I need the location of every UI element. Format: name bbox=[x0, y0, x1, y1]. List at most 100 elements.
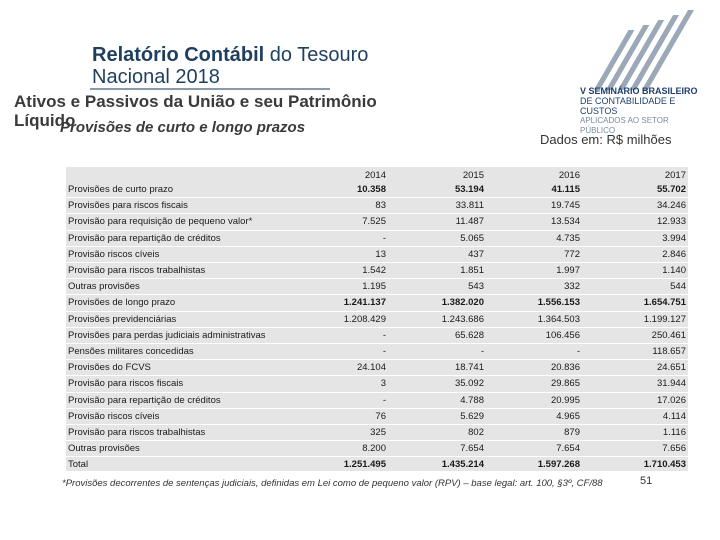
row-label: Provisões para perdas judiciais administ… bbox=[68, 329, 266, 341]
year-header: 2014 bbox=[364, 170, 386, 181]
logo-line3: APLICADOS AO SETOR PÚBLICO bbox=[580, 116, 669, 135]
table-row: Pensões militares concedidas - - - 118.657 bbox=[66, 343, 688, 359]
row-label: Provisão para repartição de créditos bbox=[68, 232, 221, 244]
table-row: Provisões previdenciárias 1.208.429 1.243.… bbox=[66, 311, 688, 327]
row-value: 4.788 bbox=[460, 394, 484, 406]
page-title-rest: do Tesouro bbox=[264, 44, 369, 66]
page-title: Relatório Contábil do Tesouro Nacional 2… bbox=[92, 44, 452, 88]
table-row: Provisão para riscos trabalhistas 1.542 1.… bbox=[66, 262, 688, 278]
row-separator bbox=[66, 245, 688, 247]
row-separator bbox=[66, 407, 688, 409]
table-row: Provisão para repartição de créditos - 5.0… bbox=[66, 230, 688, 246]
row-value: 332 bbox=[564, 281, 580, 293]
row-label: Provisão para riscos trabalhistas bbox=[68, 265, 206, 276]
row-value: 1.556.153 bbox=[537, 297, 580, 309]
table-row: Provisão para riscos trabalhistas 325 802 8… bbox=[66, 424, 688, 440]
row-label: Provisão para riscos fiscais bbox=[68, 378, 184, 390]
table-row: Outras provisões 1.195 543 332 544 bbox=[66, 278, 688, 294]
row-value: 18.741 bbox=[454, 362, 484, 374]
row-value: 7.654 bbox=[556, 443, 580, 455]
row-separator bbox=[66, 343, 688, 344]
row-value: - bbox=[382, 232, 386, 244]
row-value: 118.657 bbox=[652, 346, 686, 357]
row-value: 10.358 bbox=[356, 184, 386, 195]
row-value: 53.194 bbox=[454, 184, 484, 195]
table-row: Provisões de longo prazo 1.241.137 1.382.0… bbox=[66, 294, 688, 310]
year-header: 2015 bbox=[462, 170, 484, 181]
row-separator bbox=[66, 424, 688, 425]
row-value: 7.656 bbox=[662, 443, 686, 455]
row-value: 1.140 bbox=[662, 265, 686, 276]
page-number: 51 bbox=[640, 475, 653, 487]
row-value: 1.241.137 bbox=[343, 297, 386, 309]
row-value: 19.745 bbox=[550, 200, 580, 212]
row-value: 1.542 bbox=[362, 265, 386, 276]
table-row: Outras provisões 8.200 7.654 7.654 7.656 bbox=[66, 440, 688, 456]
row-value: 106.456 bbox=[545, 329, 580, 341]
row-value: 8.200 bbox=[362, 443, 386, 455]
row-separator bbox=[66, 213, 688, 215]
row-value: 4.114 bbox=[662, 410, 686, 422]
table-row: Provisão para requisição de pequeno valo… bbox=[66, 213, 688, 229]
table-row: Provisão riscos cíveis 13 437 772 2.846 bbox=[66, 246, 688, 262]
row-value: 13.534 bbox=[550, 216, 580, 228]
row-value: 3.994 bbox=[662, 232, 686, 244]
row-value: 33.811 bbox=[455, 200, 484, 212]
table-header-row: 2014 2015 2016 2017 bbox=[66, 167, 688, 183]
row-value: 20.995 bbox=[550, 394, 580, 406]
row-value: 1.997 bbox=[556, 265, 580, 276]
year-header: 2016 bbox=[558, 170, 580, 181]
row-value: - bbox=[382, 329, 386, 341]
row-separator bbox=[66, 456, 688, 458]
row-value: 35.092 bbox=[454, 378, 484, 390]
row-separator bbox=[66, 294, 688, 296]
row-value: 13 bbox=[375, 248, 386, 260]
table-row: Provisões do FCVS 24.104 18.741 20.836 24.65… bbox=[66, 359, 688, 375]
row-value: 12.933 bbox=[656, 216, 686, 228]
row-separator bbox=[66, 229, 688, 231]
row-value: 1.243.686 bbox=[441, 313, 484, 325]
row-separator bbox=[66, 375, 688, 377]
row-value: 24.651 bbox=[656, 362, 686, 374]
row-value: 5.065 bbox=[460, 232, 484, 244]
row-value: 34.246 bbox=[656, 200, 686, 212]
logo-text: V SEMINÁRIO BRASILEIRO DE CONTABILIDADE … bbox=[580, 86, 705, 136]
row-value: 1.710.453 bbox=[643, 459, 686, 471]
row-value: 83 bbox=[375, 200, 386, 212]
row-separator bbox=[66, 278, 688, 280]
row-value: - bbox=[576, 346, 580, 357]
table-row: Total 1.251.495 1.435.214 1.597.268 1.710.45… bbox=[66, 456, 688, 472]
logo-line1: V SEMINÁRIO BRASILEIRO bbox=[580, 86, 698, 96]
row-label: Provisões para riscos fiscais bbox=[68, 200, 188, 212]
row-value: 24.104 bbox=[356, 362, 386, 374]
row-value: 1.382.020 bbox=[441, 297, 484, 309]
row-label: Provisões do FCVS bbox=[68, 362, 151, 374]
subtitle-line2: Líquido bbox=[14, 111, 76, 130]
row-label: Provisões previdenciárias bbox=[68, 313, 177, 325]
row-value: 1.597.268 bbox=[537, 459, 580, 471]
row-value: 76 bbox=[375, 410, 386, 422]
row-label: Provisão para repartição de créditos bbox=[68, 394, 221, 406]
provisions-table: 2014 2015 2016 2017 Provisões de curto p… bbox=[66, 167, 688, 471]
row-value: 1.435.214 bbox=[441, 459, 484, 471]
row-value: 4.965 bbox=[556, 410, 580, 422]
row-value: 7.654 bbox=[460, 443, 484, 455]
row-value: 543 bbox=[468, 281, 484, 293]
row-value: 2.846 bbox=[662, 248, 686, 260]
row-value: 1.208.429 bbox=[343, 313, 386, 325]
row-separator bbox=[66, 310, 688, 312]
table-row: Provisão para riscos fiscais 3 35.092 29.86… bbox=[66, 375, 688, 391]
row-value: - bbox=[382, 394, 386, 406]
row-separator bbox=[66, 391, 688, 393]
row-value: 1.251.495 bbox=[343, 459, 386, 471]
row-separator bbox=[66, 262, 688, 263]
row-value: 1.199.127 bbox=[643, 313, 686, 325]
row-value: 1.654.751 bbox=[643, 297, 686, 309]
row-value: 7.525 bbox=[362, 216, 386, 228]
page-title-line2: Nacional 2018 bbox=[92, 66, 220, 88]
row-label: Outras provisões bbox=[68, 443, 140, 455]
row-label: Provisão para requisição de pequeno valo… bbox=[68, 216, 253, 228]
row-separator bbox=[66, 440, 688, 442]
row-value: 802 bbox=[468, 427, 484, 438]
title-divider bbox=[90, 88, 330, 90]
